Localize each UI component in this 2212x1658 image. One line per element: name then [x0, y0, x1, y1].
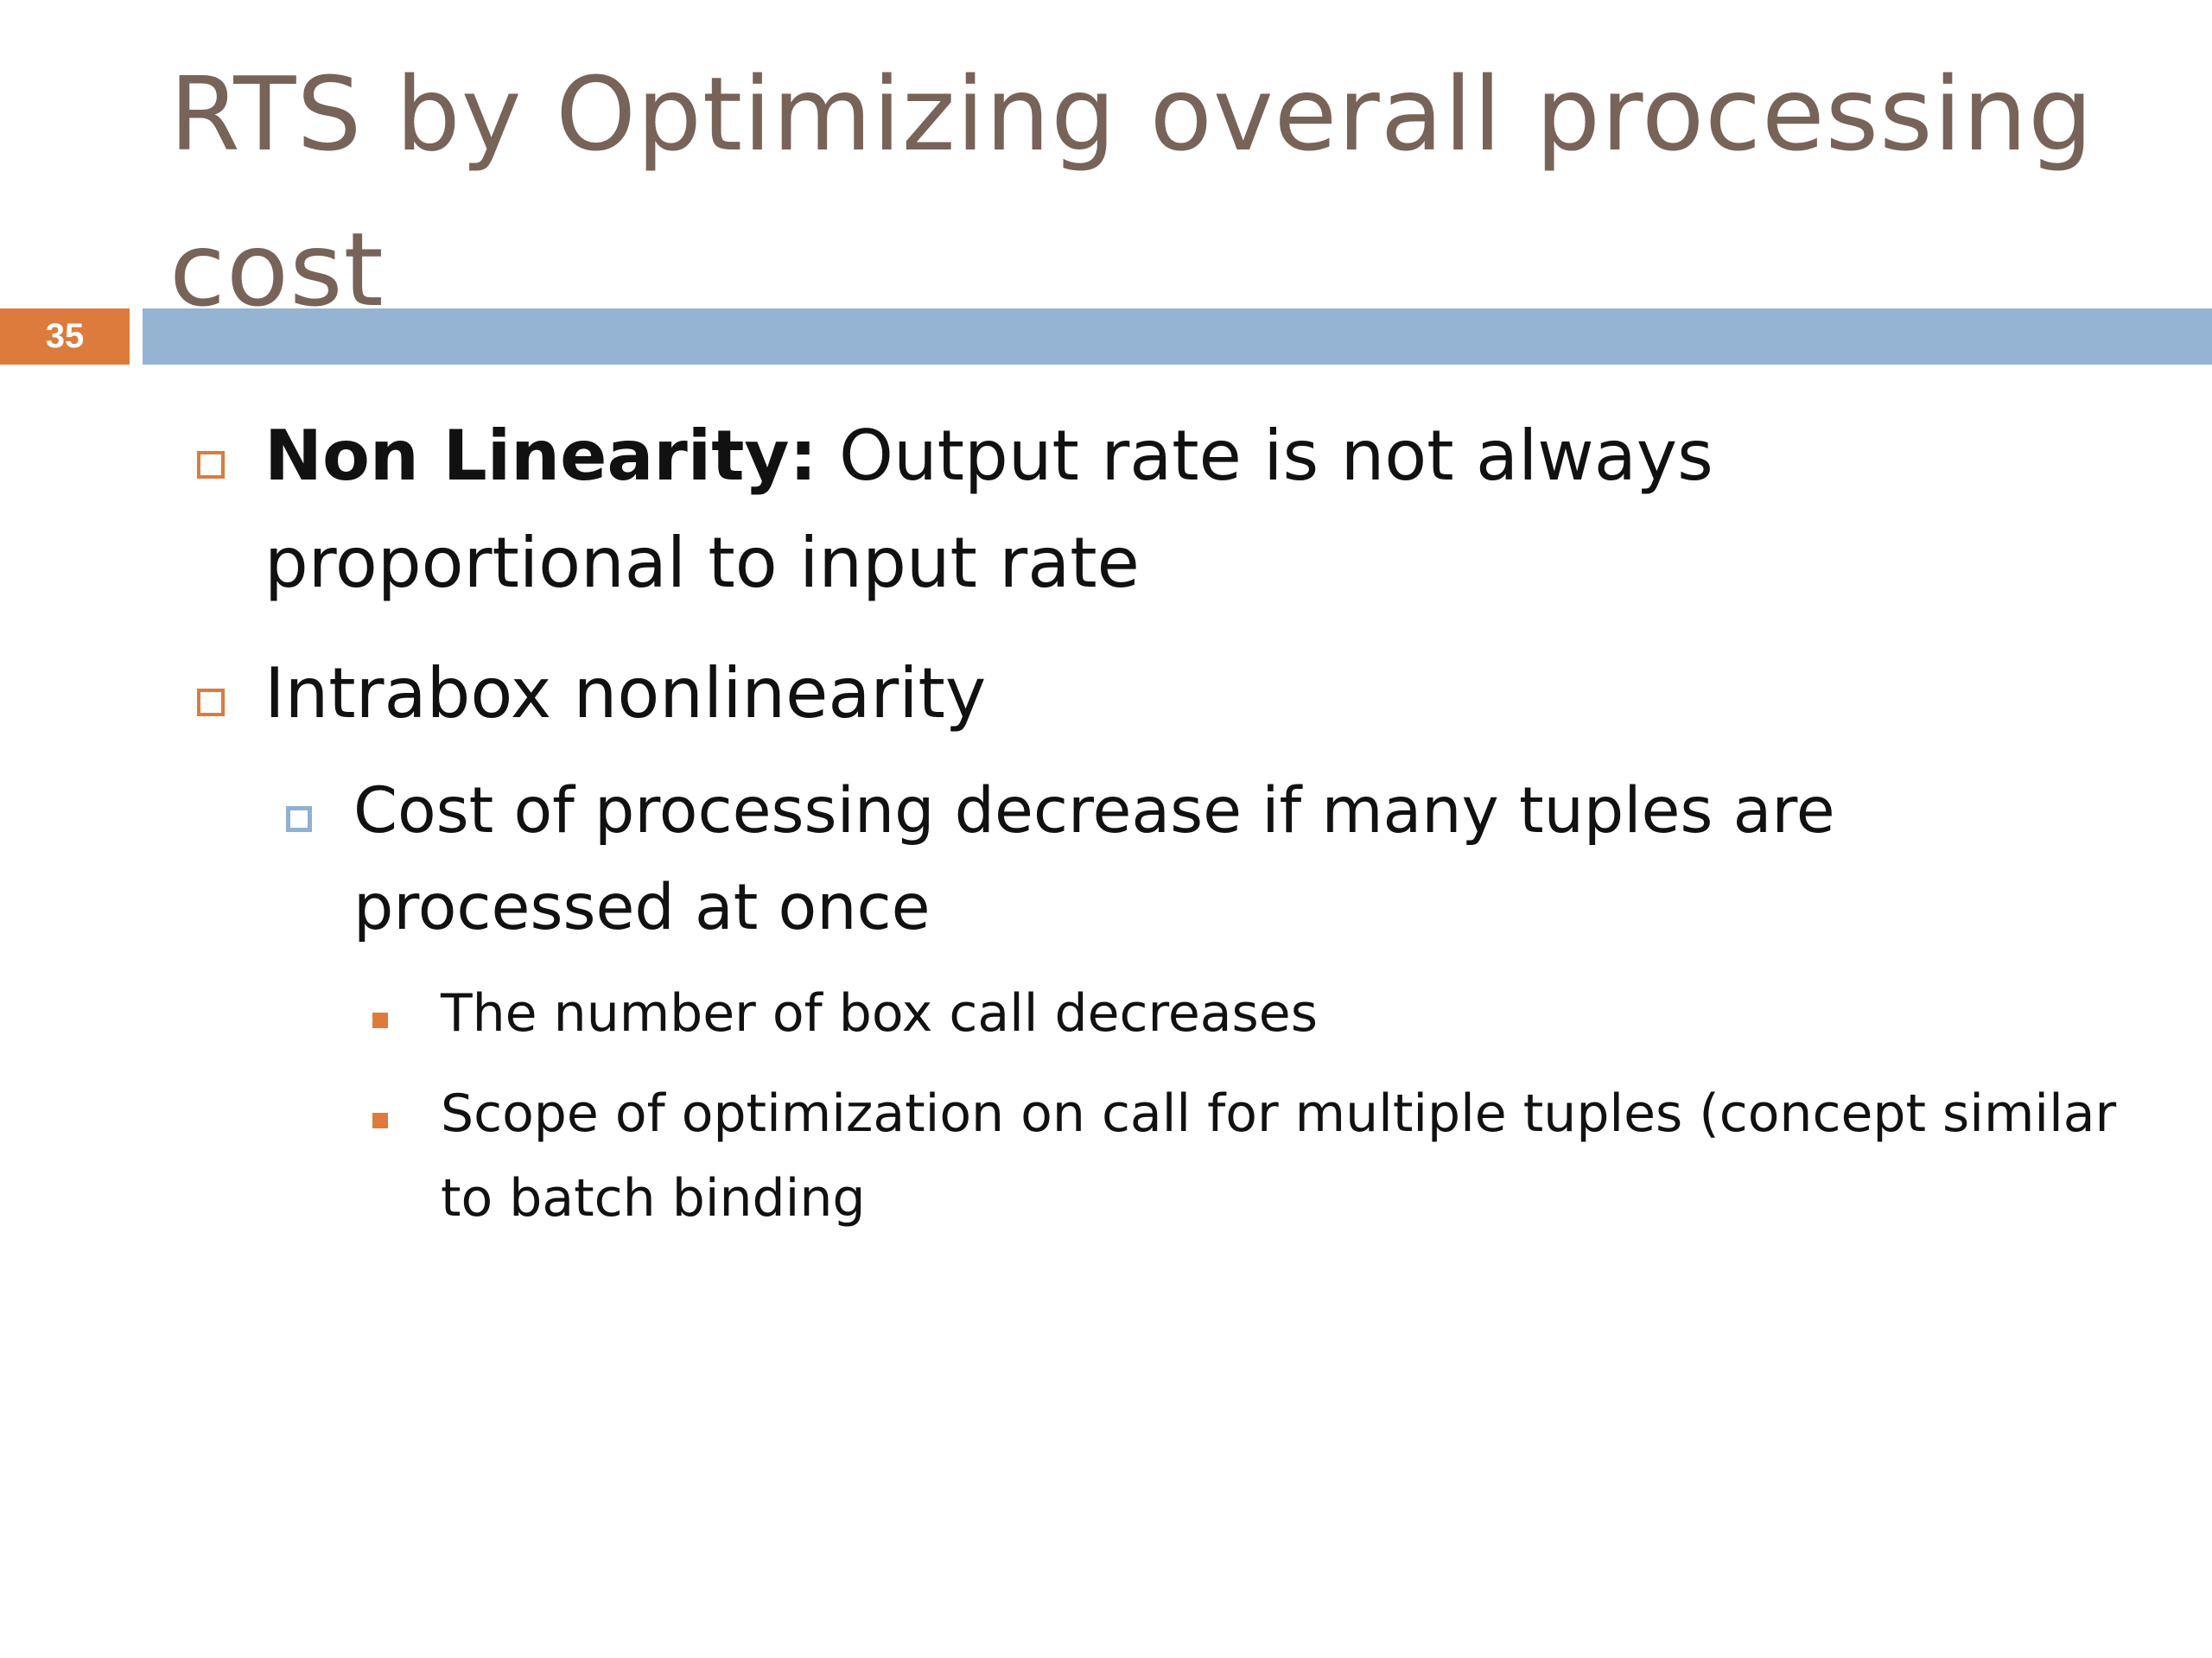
- blue-square-bullet-icon: [286, 806, 312, 832]
- title-divider-bar: [143, 308, 2212, 365]
- subsubbullet-box-call: The number of box call decreases: [441, 983, 1318, 1044]
- slide-title: RTS by Optimizing overall processing cos…: [169, 54, 2094, 329]
- hollow-square-bullet-icon: [197, 689, 225, 716]
- subsubbullet-scope-optimization: Scope of optimization on call for multip…: [441, 1083, 2117, 1229]
- bullet-text: Output rate is not always proportional t…: [264, 416, 1713, 603]
- bullet-non-linearity: Non Linearity: Output rate is not always…: [264, 403, 2027, 617]
- orange-square-bullet-icon: [372, 1013, 388, 1028]
- bullet-term: Non Linearity:: [264, 416, 817, 496]
- subbullet-cost-of-processing: Cost of processing decrease if many tupl…: [353, 774, 1835, 944]
- hollow-square-bullet-icon: [197, 451, 225, 479]
- orange-square-bullet-icon: [372, 1113, 388, 1128]
- slide-number: 35: [0, 308, 130, 365]
- bullet-intrabox-nonlinearity: Intrabox nonlinearity: [264, 653, 987, 734]
